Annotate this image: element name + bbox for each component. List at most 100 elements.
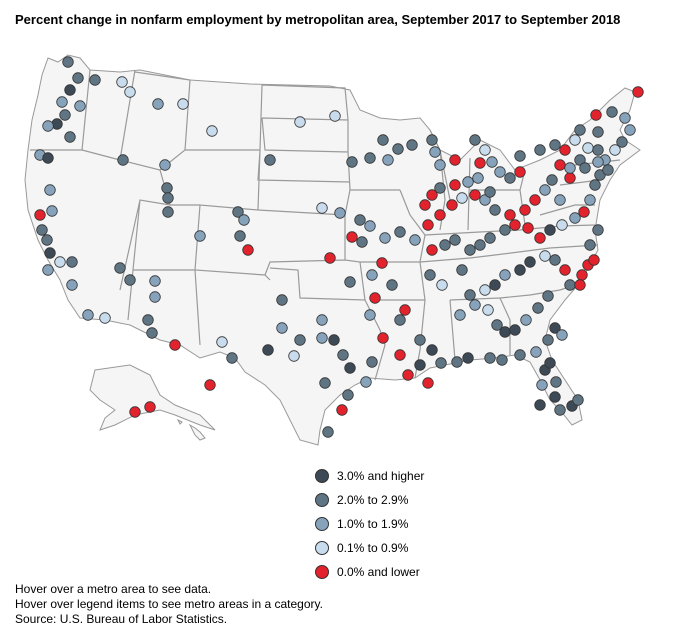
metro-area-dot[interactable]	[72, 72, 84, 84]
metro-area-dot[interactable]	[62, 56, 74, 68]
metro-area-dot[interactable]	[479, 144, 491, 156]
metro-area-dot[interactable]	[544, 224, 556, 236]
metro-area-dot[interactable]	[519, 204, 531, 216]
metro-area-dot[interactable]	[117, 154, 129, 166]
metro-area-dot[interactable]	[149, 291, 161, 303]
metro-area-dot[interactable]	[554, 159, 566, 171]
metro-area-dot[interactable]	[336, 404, 348, 416]
metro-area-dot[interactable]	[499, 326, 511, 338]
metro-area-dot[interactable]	[484, 186, 496, 198]
metro-area-dot[interactable]	[424, 269, 436, 281]
metro-area-dot[interactable]	[509, 324, 521, 336]
metro-area-dot[interactable]	[451, 356, 463, 368]
metro-area-dot[interactable]	[276, 322, 288, 334]
metro-area-dot[interactable]	[316, 332, 328, 344]
metro-area-dot[interactable]	[129, 406, 141, 418]
metro-area-dot[interactable]	[592, 156, 604, 168]
metro-area-dot[interactable]	[409, 234, 421, 246]
metro-area-dot[interactable]	[584, 194, 596, 206]
metro-area-dot[interactable]	[534, 232, 546, 244]
metro-area-dot[interactable]	[44, 184, 56, 196]
metro-area-dot[interactable]	[556, 329, 568, 341]
metro-area-dot[interactable]	[319, 377, 331, 389]
metro-area-dot[interactable]	[392, 143, 404, 155]
metro-area-dot[interactable]	[569, 212, 581, 224]
metro-area-dot[interactable]	[149, 275, 161, 287]
metro-area-dot[interactable]	[376, 257, 388, 269]
metro-area-dot[interactable]	[576, 269, 588, 281]
metro-area-dot[interactable]	[216, 336, 228, 348]
metro-area-dot[interactable]	[469, 134, 481, 146]
metro-area-dot[interactable]	[589, 179, 601, 191]
metro-area-dot[interactable]	[619, 112, 631, 124]
metro-area-dot[interactable]	[426, 344, 438, 356]
metro-area-dot[interactable]	[402, 369, 414, 381]
metro-area-dot[interactable]	[56, 96, 68, 108]
metro-area-dot[interactable]	[426, 244, 438, 256]
metro-area-dot[interactable]	[435, 357, 447, 369]
metro-area-dot[interactable]	[588, 254, 600, 266]
metro-area-dot[interactable]	[42, 152, 54, 164]
metro-area-dot[interactable]	[454, 309, 466, 321]
metro-area-dot[interactable]	[479, 284, 491, 296]
metro-area-dot[interactable]	[54, 256, 66, 268]
metro-area-dot[interactable]	[144, 401, 156, 413]
metro-area-dot[interactable]	[530, 346, 542, 358]
metro-area-dot[interactable]	[559, 144, 571, 156]
metro-area-dot[interactable]	[550, 376, 562, 388]
metro-area-dot[interactable]	[276, 294, 288, 306]
metro-area-dot[interactable]	[159, 159, 171, 171]
metro-area-dot[interactable]	[554, 404, 566, 416]
metro-area-dot[interactable]	[316, 314, 328, 326]
metro-area-dot[interactable]	[504, 209, 516, 221]
metro-area-dot[interactable]	[346, 156, 358, 168]
legend-item-0lower[interactable]: 0.0% and lower	[315, 560, 424, 584]
metro-area-dot[interactable]	[124, 274, 136, 286]
metro-area-dot[interactable]	[394, 226, 406, 238]
metro-area-dot[interactable]	[520, 314, 532, 326]
metro-area-dot[interactable]	[539, 184, 551, 196]
metro-area-dot[interactable]	[426, 189, 438, 201]
metro-area-dot[interactable]	[377, 134, 389, 146]
legend-item-1to19[interactable]: 1.0% to 1.9%	[315, 512, 424, 536]
metro-area-dot[interactable]	[474, 239, 486, 251]
metro-area-dot[interactable]	[337, 349, 349, 361]
metro-area-dot[interactable]	[564, 162, 576, 174]
metro-area-dot[interactable]	[238, 214, 250, 226]
metro-area-dot[interactable]	[590, 109, 602, 121]
metro-area-dot[interactable]	[546, 174, 558, 186]
metro-area-dot[interactable]	[554, 194, 566, 206]
metro-area-dot[interactable]	[177, 98, 189, 110]
metro-area-dot[interactable]	[549, 254, 561, 266]
metro-area-dot[interactable]	[462, 176, 474, 188]
metro-area-dot[interactable]	[146, 327, 158, 339]
metro-area-dot[interactable]	[534, 399, 546, 411]
metro-area-dot[interactable]	[288, 350, 300, 362]
metro-area-dot[interactable]	[464, 244, 476, 256]
metro-area-dot[interactable]	[469, 189, 481, 201]
metro-area-dot[interactable]	[169, 339, 181, 351]
metro-area-dot[interactable]	[579, 162, 591, 174]
metro-area-dot[interactable]	[509, 219, 521, 231]
metro-area-dot[interactable]	[414, 334, 426, 346]
metro-area-dot[interactable]	[364, 309, 376, 321]
metro-area-dot[interactable]	[114, 262, 126, 274]
metro-area-dot[interactable]	[234, 230, 246, 242]
metro-area-dot[interactable]	[356, 236, 368, 248]
metro-area-dot[interactable]	[264, 154, 276, 166]
metro-area-dot[interactable]	[369, 292, 381, 304]
metro-area-dot[interactable]	[324, 252, 336, 264]
metro-area-dot[interactable]	[474, 157, 486, 169]
metro-area-dot[interactable]	[602, 164, 614, 176]
metro-area-dot[interactable]	[522, 222, 534, 234]
metro-area-dot[interactable]	[472, 172, 484, 184]
metro-area-dot[interactable]	[499, 224, 511, 236]
metro-area-dot[interactable]	[464, 289, 476, 301]
metro-area-dot[interactable]	[616, 136, 628, 148]
legend-item-3plus[interactable]: 3.0% and higher	[315, 464, 424, 488]
metro-area-dot[interactable]	[334, 207, 346, 219]
metro-area-dot[interactable]	[194, 230, 206, 242]
metro-area-dot[interactable]	[539, 250, 551, 262]
metro-area-dot[interactable]	[514, 166, 526, 178]
metro-area-dot[interactable]	[366, 269, 378, 281]
